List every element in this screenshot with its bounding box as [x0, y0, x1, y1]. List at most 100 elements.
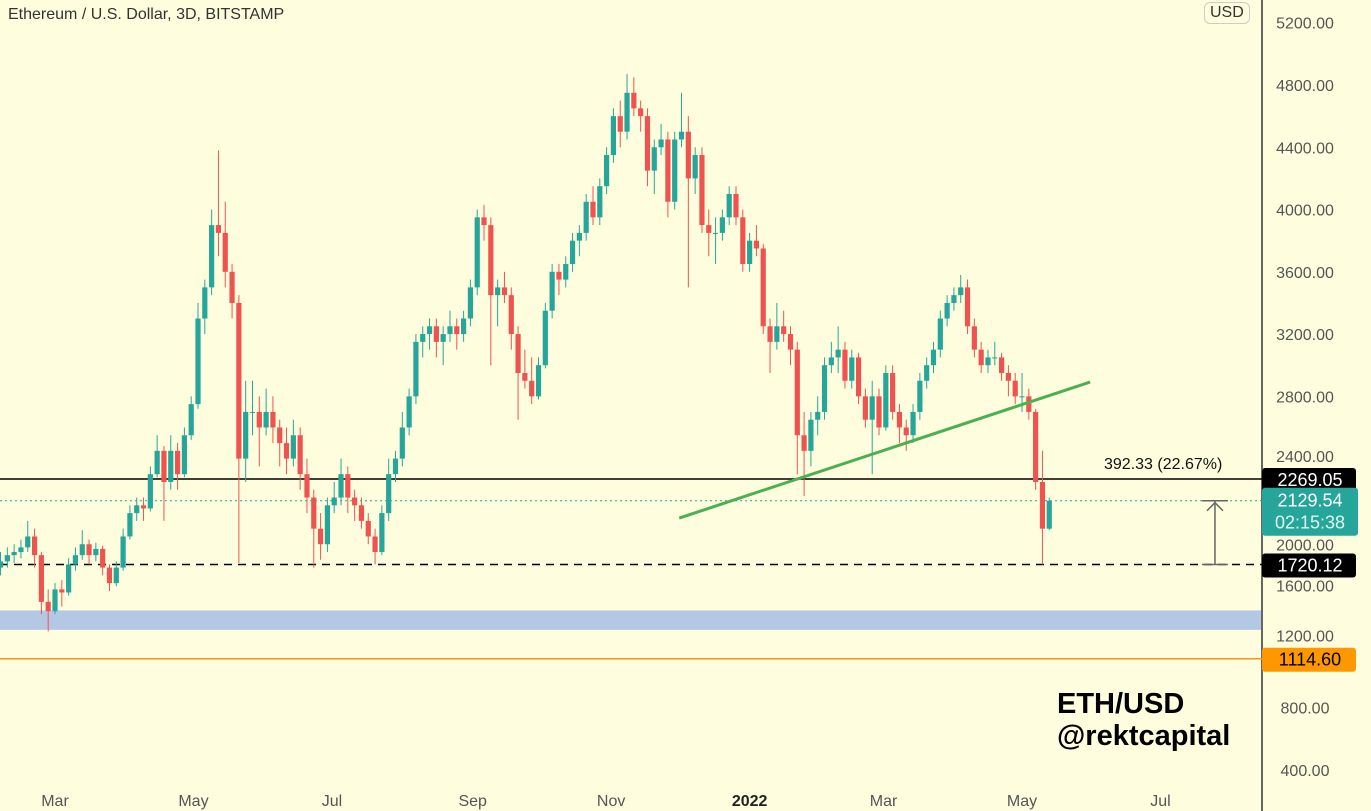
candle-body[interactable] [106, 567, 113, 584]
candle-body[interactable] [304, 474, 310, 498]
candle-body[interactable] [426, 326, 433, 335]
candle-body[interactable] [1005, 372, 1011, 381]
candle-body[interactable] [658, 139, 664, 148]
currency-button[interactable]: USD [1204, 2, 1250, 24]
candle-body[interactable] [38, 555, 44, 602]
candle-body[interactable] [0, 561, 4, 568]
candle-body[interactable] [1046, 500, 1052, 529]
candle-body[interactable] [352, 497, 358, 506]
candle-body[interactable] [883, 372, 889, 428]
candle-body[interactable] [774, 326, 780, 342]
candle-body[interactable] [760, 248, 766, 327]
candle-body[interactable] [358, 505, 365, 521]
candle-body[interactable] [440, 334, 446, 342]
candle-body[interactable] [45, 601, 51, 612]
candle-body[interactable] [195, 318, 201, 405]
candle-body[interactable] [501, 287, 508, 296]
candle-body[interactable] [787, 334, 794, 350]
candle-body[interactable] [181, 435, 187, 475]
candle-body[interactable] [890, 372, 896, 412]
candle-body[interactable] [896, 411, 903, 428]
candle-body[interactable] [215, 225, 222, 233]
candle-body[interactable] [998, 357, 1005, 373]
candle-body[interactable] [324, 505, 330, 545]
candle-body[interactable] [685, 131, 691, 179]
candle-body[interactable] [379, 513, 385, 553]
candle-body[interactable] [345, 474, 351, 498]
candle-body[interactable] [59, 589, 65, 593]
candle-body[interactable] [964, 287, 971, 327]
candle-body[interactable] [699, 155, 705, 226]
candle-body[interactable] [937, 318, 943, 350]
candle-body[interactable] [1019, 396, 1025, 398]
candle-body[interactable] [134, 505, 140, 514]
candle-body[interactable] [113, 567, 119, 584]
candle-body[interactable] [161, 450, 167, 482]
candle-body[interactable] [801, 435, 807, 451]
candle-body[interactable] [767, 326, 773, 342]
candle-body[interactable] [79, 544, 85, 556]
candle-body[interactable] [66, 564, 72, 593]
candle-body[interactable] [392, 458, 399, 475]
candle-body[interactable] [733, 193, 739, 218]
candle-body[interactable] [202, 287, 208, 319]
candle-body[interactable] [100, 548, 106, 568]
candle-body[interactable] [147, 474, 153, 509]
candle-body[interactable] [944, 302, 950, 319]
candle-body[interactable] [692, 155, 698, 179]
candle-body[interactable] [604, 155, 610, 187]
candle-body[interactable] [855, 357, 862, 397]
candle-body[interactable] [4, 555, 10, 562]
candle-body[interactable] [154, 450, 160, 475]
candle-body[interactable] [188, 404, 194, 436]
candle-body[interactable] [808, 419, 814, 451]
candle-body[interactable] [1012, 380, 1018, 397]
candle-body[interactable] [958, 287, 964, 296]
candle-body[interactable] [726, 193, 732, 218]
candle-body[interactable] [665, 139, 671, 202]
candle-body[interactable] [576, 232, 582, 241]
candle-body[interactable] [978, 349, 984, 366]
candle-body[interactable] [549, 271, 555, 311]
candle-body[interactable] [140, 505, 147, 509]
candle-body[interactable] [174, 450, 181, 475]
candle-body[interactable] [869, 396, 875, 420]
candle-body[interactable] [985, 357, 991, 366]
candle-body[interactable] [474, 217, 480, 288]
candle-body[interactable] [481, 217, 487, 226]
trendline[interactable] [678, 380, 1091, 520]
candle-body[interactable] [317, 528, 324, 545]
candle-body[interactable] [590, 201, 596, 218]
candle-body[interactable] [488, 225, 494, 296]
candle-body[interactable] [311, 497, 317, 529]
candle-body[interactable] [249, 411, 256, 413]
candle-body[interactable] [924, 365, 930, 381]
candle-body[interactable] [461, 318, 467, 335]
candle-body[interactable] [910, 411, 916, 436]
candle-body[interactable] [52, 589, 58, 612]
candle-body[interactable] [1039, 481, 1046, 529]
candle-body[interactable] [835, 349, 841, 358]
candle-body[interactable] [638, 108, 644, 117]
candle-body[interactable] [522, 372, 528, 381]
candle-body[interactable] [747, 240, 753, 265]
candle-body[interactable] [495, 287, 501, 296]
candle-body[interactable] [72, 555, 79, 565]
candle-body[interactable] [447, 326, 453, 335]
candle-body[interactable] [583, 201, 589, 233]
candle-body[interactable] [508, 295, 514, 335]
candle-body[interactable] [386, 474, 392, 514]
candle-body[interactable] [372, 536, 378, 553]
candle-body[interactable] [263, 411, 269, 428]
candle-body[interactable] [454, 326, 460, 335]
candle-body[interactable] [930, 349, 937, 366]
candle-body[interactable] [535, 365, 542, 397]
candle-body[interactable] [678, 131, 685, 140]
candle-body[interactable] [18, 547, 24, 553]
candle-body[interactable] [256, 411, 262, 428]
candle-body[interactable] [277, 427, 283, 444]
candle-body[interactable] [365, 520, 371, 537]
candle-body[interactable] [992, 357, 998, 359]
candle-body[interactable] [331, 497, 337, 506]
candle-body[interactable] [25, 536, 31, 548]
